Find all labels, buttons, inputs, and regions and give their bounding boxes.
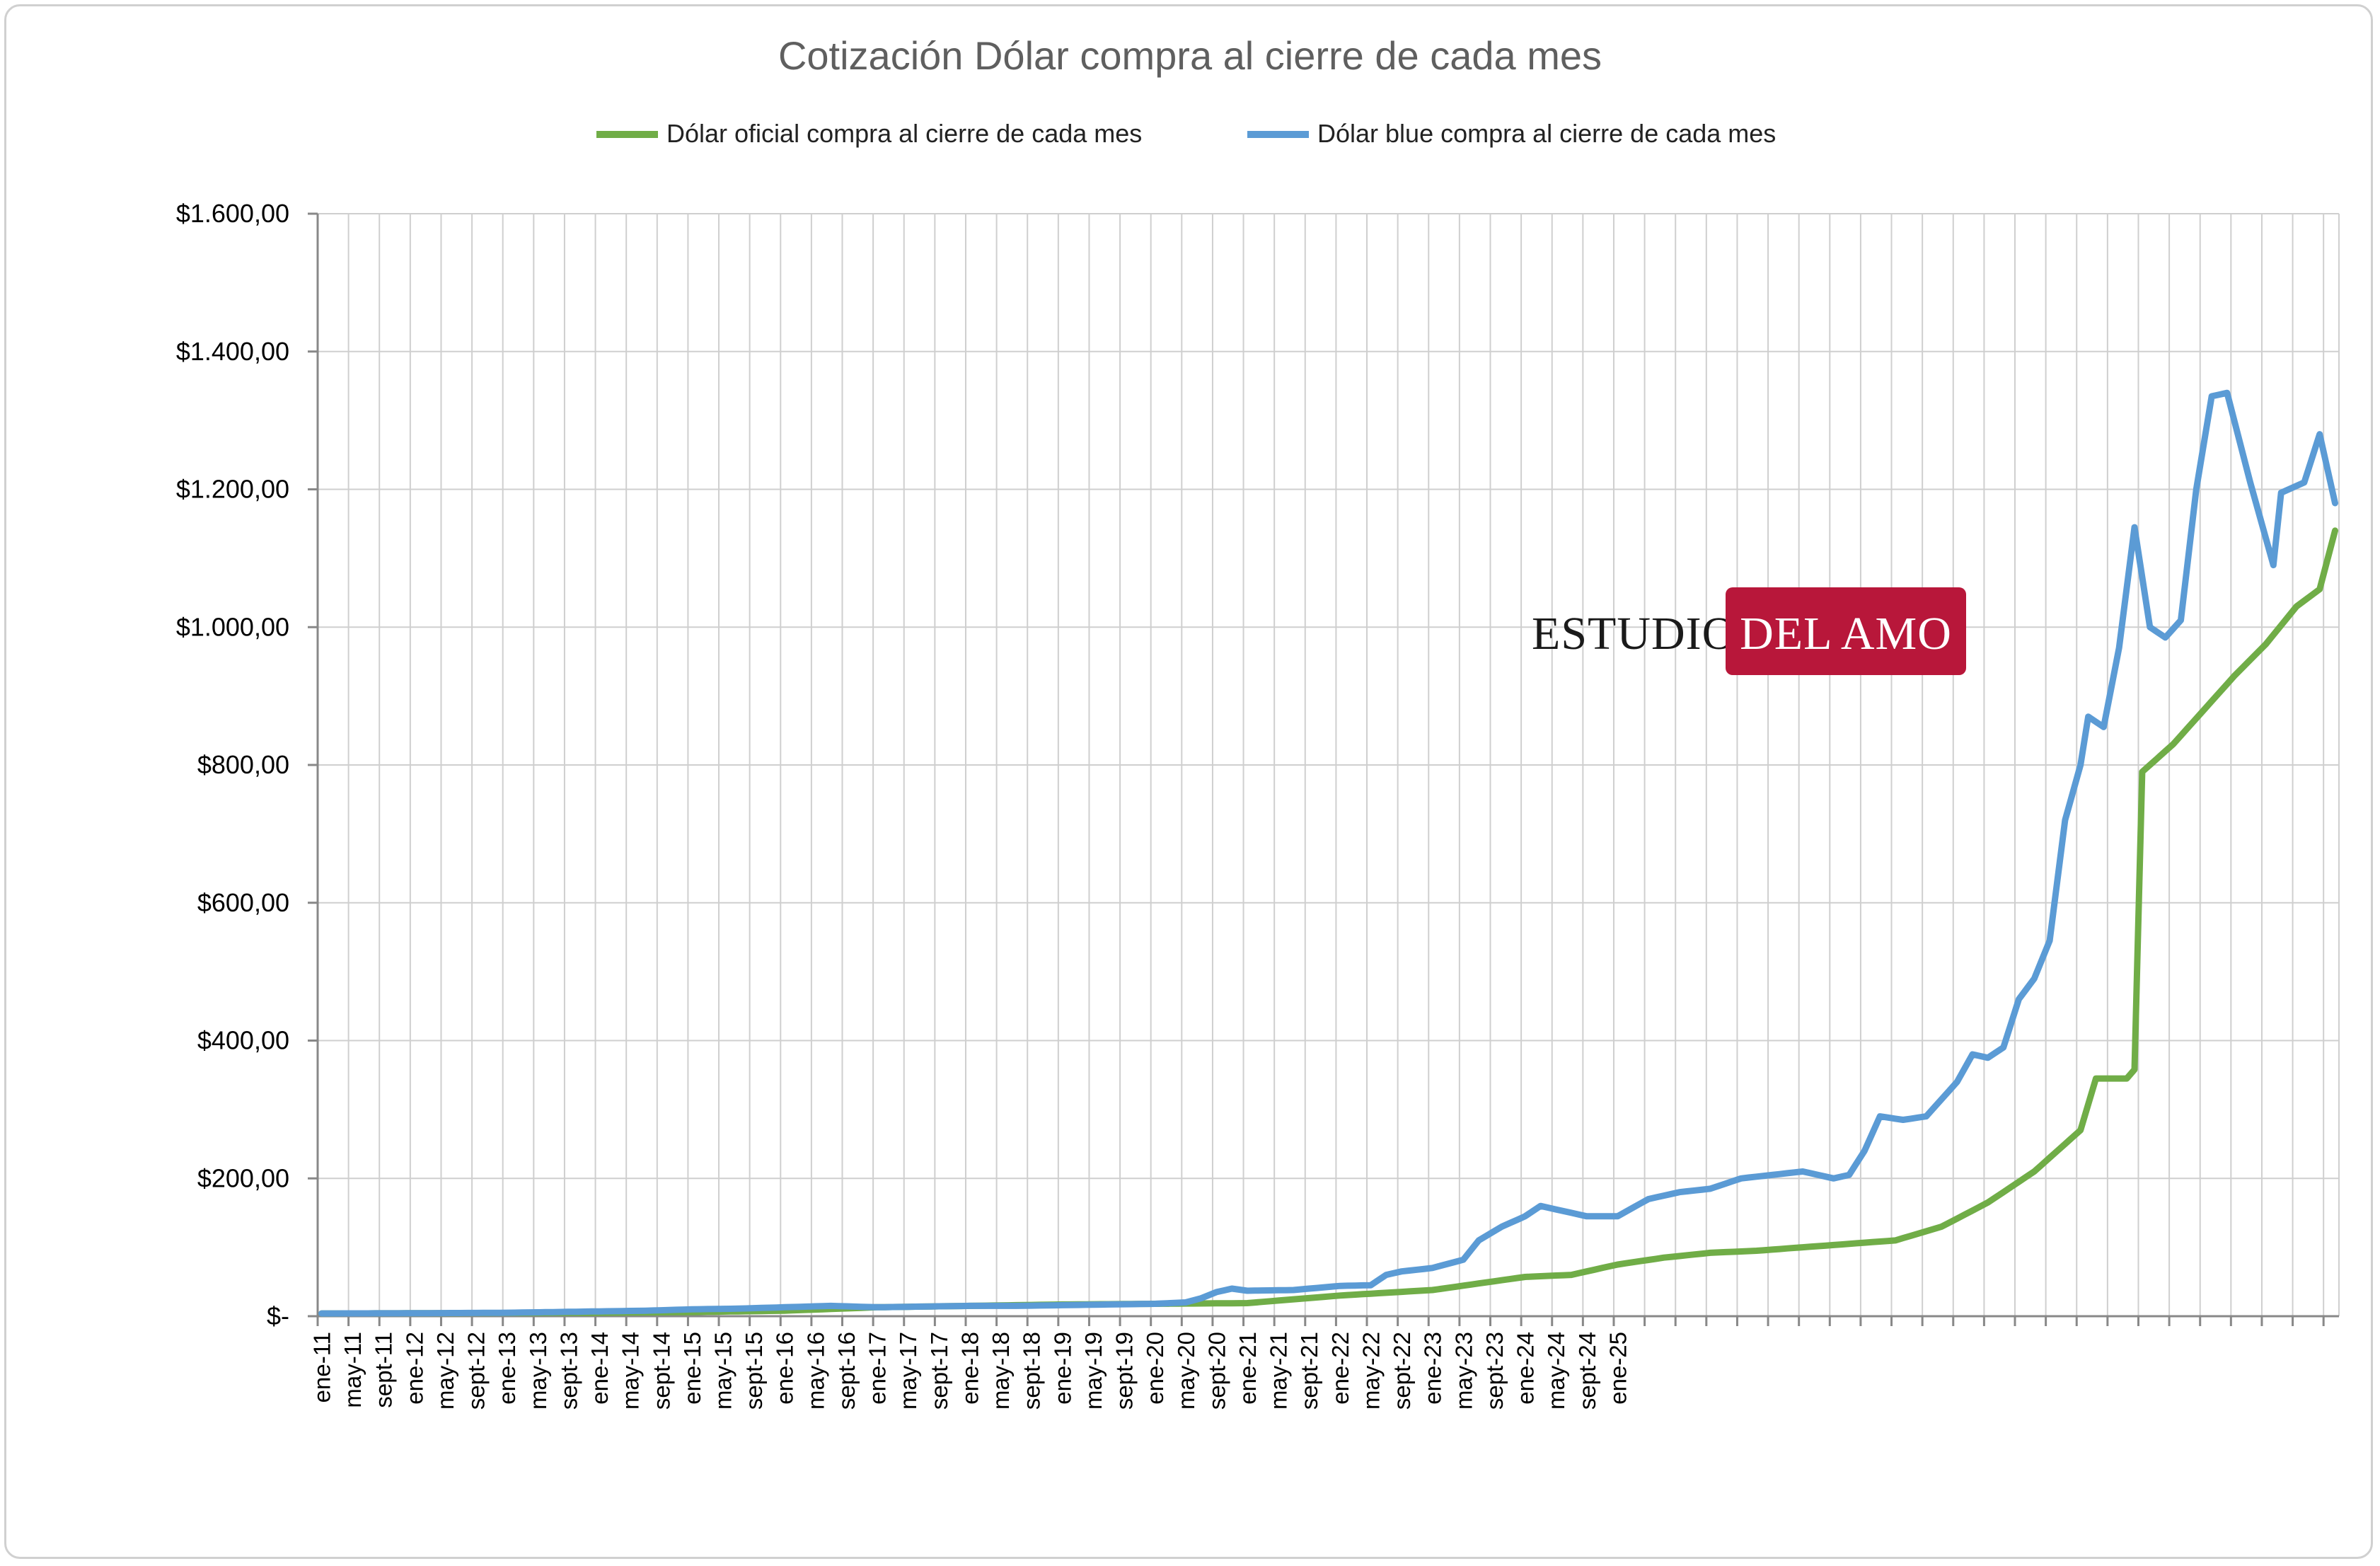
x-tick-label: ene-23 xyxy=(1420,1332,1446,1405)
x-tick-label: sept-18 xyxy=(1019,1332,1045,1410)
x-tick-label: may-21 xyxy=(1266,1332,1292,1410)
x-tick-label: ene-12 xyxy=(401,1332,427,1405)
x-tick-label: sept-22 xyxy=(1389,1332,1415,1410)
series-line-blue xyxy=(318,389,2338,1317)
y-tick-label: $800,00 xyxy=(197,750,289,779)
x-tick-label: sept-24 xyxy=(1574,1332,1600,1410)
x-tick-label: sept-19 xyxy=(1111,1332,1138,1410)
x-tick-label: sept-14 xyxy=(648,1332,674,1410)
watermark-left-text: ESTUDIO xyxy=(1532,608,1736,660)
x-tick-label: may-15 xyxy=(710,1332,736,1410)
chart-title: Cotización Dólar compra al cierre de cad… xyxy=(778,33,1602,78)
x-tick-label: may-17 xyxy=(895,1332,921,1410)
legend-label-oficial: Dólar oficial compra al cierre de cada m… xyxy=(666,119,1142,148)
y-tick-label: $1.200,00 xyxy=(176,475,289,504)
x-tick-label: may-20 xyxy=(1173,1332,1199,1410)
x-tick-label: sept-20 xyxy=(1203,1332,1230,1410)
y-tick-label: $1.600,00 xyxy=(176,199,289,228)
x-tick-label: ene-15 xyxy=(679,1332,705,1405)
y-tick-label: $1.000,00 xyxy=(176,612,289,641)
x-tick-label: ene-24 xyxy=(1513,1332,1539,1405)
x-tick-label: may-24 xyxy=(1543,1332,1569,1410)
x-tick-label: may-23 xyxy=(1450,1332,1477,1410)
x-tick-label: ene-18 xyxy=(957,1332,983,1405)
x-tick-label: ene-11 xyxy=(308,1332,335,1403)
y-axis-ticks: $- $200,00 $400,00 $600,00 $800,00 $1.000,00 $… xyxy=(176,199,318,1330)
x-tick-label: ene-17 xyxy=(865,1332,891,1405)
x-tick-label: may-14 xyxy=(618,1332,644,1410)
x-tick-label: ene-22 xyxy=(1327,1332,1353,1405)
y-tick-label: $- xyxy=(267,1301,289,1330)
x-tick-label: ene-20 xyxy=(1142,1332,1168,1405)
watermark-box xyxy=(1726,587,1966,675)
legend-label-blue: Dólar blue compra al cierre de cada mes xyxy=(1317,119,1776,148)
x-tick-label: sept-13 xyxy=(555,1332,582,1410)
y-tick-label: $600,00 xyxy=(197,888,289,917)
y-tick-label: $400,00 xyxy=(197,1026,289,1055)
x-tick-label: may-13 xyxy=(525,1332,551,1410)
x-tick-label: sept-21 xyxy=(1296,1332,1322,1410)
grid xyxy=(318,213,2340,1316)
x-tick-label: may-19 xyxy=(1080,1332,1107,1410)
x-tick-label: ene-14 xyxy=(587,1332,613,1405)
x-tick-label: may-12 xyxy=(432,1332,458,1410)
watermark-logo: ESTUDIO DEL AMO xyxy=(1532,587,1966,675)
y-tick-label: $200,00 xyxy=(197,1163,289,1192)
x-tick-label: may-16 xyxy=(802,1332,828,1410)
x-tick-label: may-11 xyxy=(340,1332,366,1408)
x-tick-label: sept-17 xyxy=(926,1332,952,1410)
x-tick-label: may-18 xyxy=(988,1332,1014,1410)
x-tick-label: sept-23 xyxy=(1481,1332,1508,1410)
x-tick-label: sept-11 xyxy=(371,1332,397,1408)
x-tick-label: sept-16 xyxy=(833,1332,860,1410)
x-tick-label: ene-16 xyxy=(772,1332,798,1405)
y-tick-label: $1.400,00 xyxy=(176,337,289,366)
x-tick-label: sept-12 xyxy=(463,1332,490,1410)
x-tick-label: ene-21 xyxy=(1235,1332,1261,1405)
x-axis-ticks: ene-11 may-11 sept-11 ene-12 may-12 sept-12 en… xyxy=(308,1316,2325,1410)
x-tick-label: ene-25 xyxy=(1605,1332,1631,1405)
x-tick-label: ene-19 xyxy=(1049,1332,1075,1405)
series xyxy=(318,389,2338,1317)
x-tick-label: ene-13 xyxy=(494,1332,520,1405)
watermark-right-text: DEL AMO xyxy=(1740,608,1952,660)
series-line-oficial xyxy=(318,527,2338,1317)
legend: Dólar oficial compra al cierre de cada m… xyxy=(596,119,1776,148)
x-tick-label: sept-15 xyxy=(741,1332,767,1410)
x-tick-label: may-22 xyxy=(1358,1332,1384,1410)
